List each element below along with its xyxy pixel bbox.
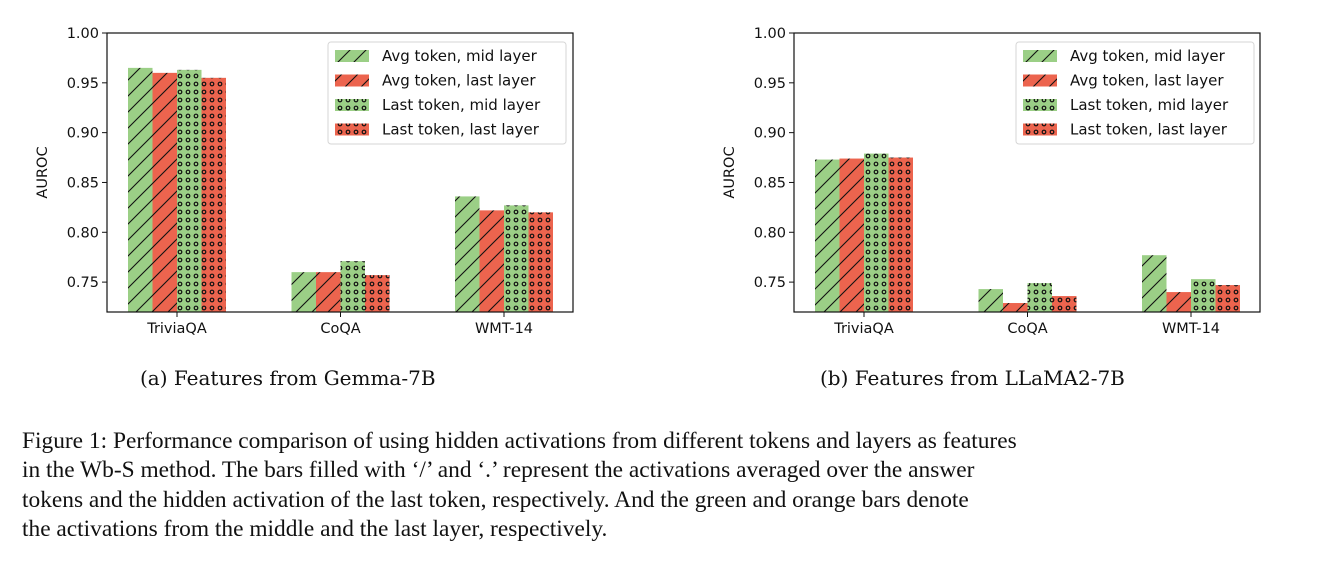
x-tick-label: CoQA — [1007, 321, 1047, 337]
y-tick-label: 0.90 — [754, 126, 786, 142]
caption-line: tokens and the hidden activation of the … — [22, 486, 969, 513]
y-tick-label: 0.95 — [67, 76, 99, 92]
bar-avg-token-last-layer-coqa — [316, 272, 341, 312]
y-tick-label: 0.80 — [67, 225, 99, 241]
subcaption-a: (a) Features from Gemma-7B — [140, 366, 436, 390]
bar-last-token-last-layer-triviaqa — [201, 77, 226, 312]
y-tick-label: 0.75 — [67, 275, 99, 291]
bar-last-token-mid-layer-triviaqa — [864, 153, 889, 312]
legend-label: Last token, last layer — [382, 121, 540, 139]
caption-line: the activations from the middle and the … — [22, 515, 608, 542]
legend-label: Last token, last layer — [1070, 121, 1228, 139]
x-tick-label: TriviaQA — [146, 321, 207, 337]
bar-last-token-mid-layer-triviaqa — [177, 69, 202, 312]
bar-last-token-last-layer-wmt-14 — [528, 212, 553, 312]
x-tick-label: WMT-14 — [1162, 321, 1220, 337]
bar-avg-token-mid-layer-coqa — [291, 272, 316, 312]
bar-avg-token-mid-layer-triviaqa — [815, 159, 840, 312]
bar-last-token-mid-layer-coqa — [340, 261, 365, 312]
legend-label: Avg token, last layer — [382, 72, 536, 90]
x-tick-label: CoQA — [320, 321, 360, 337]
y-tick-label: 1.00 — [754, 26, 786, 42]
bar-avg-token-last-layer-triviaqa — [839, 158, 864, 312]
legend-label: Avg token, mid layer — [1070, 47, 1226, 65]
bar-avg-token-last-layer-wmt-14 — [1166, 292, 1191, 312]
legend-swatch — [1023, 50, 1057, 62]
bar-last-token-last-layer-coqa — [1052, 296, 1077, 312]
bar-avg-token-mid-layer-wmt-14 — [1142, 255, 1167, 312]
x-tick-label: TriviaQA — [833, 321, 894, 337]
bar-avg-token-last-layer-coqa — [1003, 303, 1028, 312]
bar-avg-token-mid-layer-wmt-14 — [455, 196, 480, 312]
bar-last-token-last-layer-coqa — [365, 275, 390, 312]
bar-last-token-mid-layer-wmt-14 — [504, 205, 529, 312]
caption-line: in the Wb-S method. The bars filled with… — [22, 457, 975, 484]
bar-last-token-last-layer-triviaqa — [888, 157, 913, 312]
legend-label: Last token, mid layer — [382, 96, 541, 114]
x-tick-label: WMT-14 — [475, 321, 533, 337]
bar-avg-token-mid-layer-triviaqa — [128, 67, 153, 312]
y-tick-label: 0.75 — [754, 275, 786, 291]
legend-label: Avg token, last layer — [1070, 72, 1224, 90]
figure-caption: Figure 1: Performance comparison of usin… — [22, 427, 1312, 544]
bar-last-token-last-layer-wmt-14 — [1215, 285, 1240, 312]
legend-swatch — [335, 99, 369, 111]
legend-label: Last token, mid layer — [1070, 96, 1229, 114]
y-axis-label: AUROC — [722, 146, 738, 198]
chart-gemma-7b: 0.75 0.80 0.85 0.90 0.95 1.00 TriviaQA CoQA WMT-… — [35, 26, 574, 337]
legend-swatch — [1023, 74, 1057, 87]
bar-avg-token-last-layer-triviaqa — [152, 72, 177, 312]
subcaption-b: (b) Features from LLaMA2-7B — [820, 366, 1125, 390]
bar-last-token-mid-layer-wmt-14 — [1191, 279, 1216, 312]
legend-swatch — [335, 74, 369, 87]
legend-swatch — [1023, 99, 1057, 111]
legend-swatch — [335, 123, 369, 136]
legend: Avg token, mid layer Avg token, last laye… — [1015, 41, 1255, 145]
legend-swatch — [1023, 123, 1057, 136]
y-tick-label: 0.90 — [67, 126, 99, 142]
y-tick-label: 1.00 — [67, 26, 99, 42]
y-tick-label: 0.80 — [754, 225, 786, 241]
legend-swatch — [335, 50, 369, 62]
legend-label: Avg token, mid layer — [382, 47, 538, 65]
y-tick-label: 0.85 — [67, 175, 99, 191]
chart-llama2-7b: 0.75 0.80 0.85 0.90 0.95 1.00 TriviaQA CoQA WMT-… — [722, 26, 1261, 337]
bar-last-token-mid-layer-coqa — [1027, 283, 1052, 312]
bar-avg-token-last-layer-wmt-14 — [479, 210, 504, 312]
caption-line: Figure 1: Performance comparison of usin… — [22, 428, 1017, 454]
y-tick-label: 0.85 — [754, 175, 786, 191]
legend: Avg token, mid layer Avg token, last laye… — [327, 41, 567, 145]
y-tick-label: 0.95 — [754, 76, 786, 92]
bar-avg-token-mid-layer-coqa — [978, 289, 1003, 312]
y-axis-label: AUROC — [35, 146, 51, 198]
